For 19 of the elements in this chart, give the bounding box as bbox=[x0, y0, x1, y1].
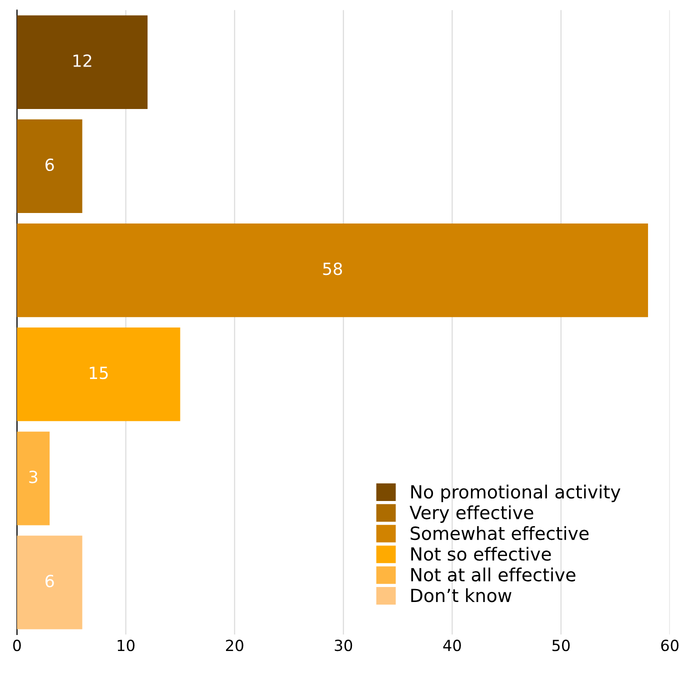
x-tick-label: 0 bbox=[13, 640, 21, 652]
legend-label: Don’t know bbox=[411, 588, 512, 602]
x-tick-label: 30 bbox=[334, 640, 352, 652]
x-tick-label: 60 bbox=[661, 640, 679, 652]
legend-label: No promotional activity bbox=[411, 484, 620, 502]
data-label: 12 bbox=[74, 54, 92, 67]
data-label: 58 bbox=[323, 262, 342, 276]
x-tick-label: 50 bbox=[552, 640, 570, 652]
legend-label: Not so effective bbox=[411, 546, 551, 561]
data-label: 3 bbox=[29, 470, 38, 484]
x-tick-label: 10 bbox=[118, 640, 135, 652]
legend-label: Very effective bbox=[410, 505, 534, 523]
legend-label: Somewhat effective bbox=[410, 526, 589, 540]
x-tick-label: 40 bbox=[443, 640, 461, 652]
data-label: 6 bbox=[46, 574, 54, 588]
data-label: 15 bbox=[90, 366, 108, 380]
legend-label: Not at all effective bbox=[411, 568, 576, 582]
data-label: 6 bbox=[46, 158, 54, 172]
x-tick-label: 20 bbox=[226, 640, 244, 652]
